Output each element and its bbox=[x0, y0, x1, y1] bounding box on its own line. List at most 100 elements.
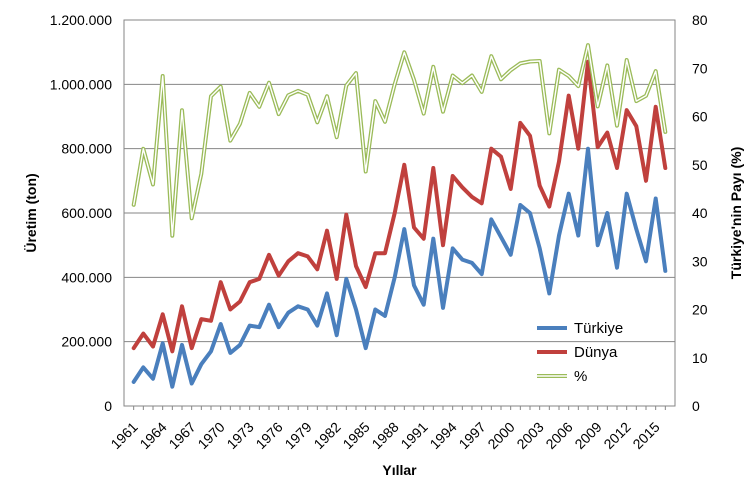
series-line-inner bbox=[132, 44, 666, 237]
data-point bbox=[306, 93, 310, 97]
data-point bbox=[325, 229, 329, 233]
x-tick-label: 2015 bbox=[629, 419, 662, 452]
data-point bbox=[180, 108, 184, 112]
data-point bbox=[170, 349, 174, 353]
data-point bbox=[199, 172, 203, 176]
data-point bbox=[286, 93, 290, 97]
data-point bbox=[634, 124, 638, 128]
series-layer bbox=[131, 43, 668, 389]
y-tick-label: 800.000 bbox=[61, 141, 112, 157]
data-point bbox=[615, 124, 619, 128]
data-point bbox=[460, 81, 464, 85]
y2-axis-title: Türkiye'nin Payı (%) bbox=[728, 147, 744, 279]
data-point bbox=[325, 94, 329, 98]
data-point bbox=[199, 362, 203, 366]
data-point bbox=[412, 225, 416, 229]
y-tick-label: 400.000 bbox=[61, 269, 112, 285]
data-point bbox=[576, 147, 580, 151]
data-point bbox=[518, 121, 522, 125]
data-point bbox=[625, 192, 629, 196]
data-point bbox=[509, 68, 513, 72]
data-point bbox=[634, 227, 638, 231]
data-point bbox=[373, 99, 377, 103]
y-tick-label: 600.000 bbox=[61, 205, 112, 221]
data-point bbox=[567, 74, 571, 78]
data-point bbox=[663, 269, 667, 273]
data-point bbox=[470, 73, 474, 77]
legend-label: % bbox=[574, 368, 587, 385]
series-türkiye bbox=[131, 146, 668, 389]
data-point bbox=[451, 174, 455, 178]
data-point bbox=[538, 246, 542, 250]
data-point bbox=[286, 259, 290, 263]
y-tick-label: 200.000 bbox=[61, 334, 112, 350]
y2-tick-label: 70 bbox=[692, 60, 708, 76]
data-point bbox=[547, 131, 551, 135]
series-dünya bbox=[131, 59, 668, 354]
data-point bbox=[499, 235, 503, 239]
data-point bbox=[402, 163, 406, 167]
data-point bbox=[431, 237, 435, 241]
data-point bbox=[180, 343, 184, 347]
data-point bbox=[528, 134, 532, 138]
data-point bbox=[277, 112, 281, 116]
data-point bbox=[509, 187, 513, 191]
data-point bbox=[161, 74, 165, 78]
data-point bbox=[219, 85, 223, 89]
data-point bbox=[344, 277, 348, 281]
data-point bbox=[373, 308, 377, 312]
x-tick-label: 2006 bbox=[542, 419, 575, 452]
data-point bbox=[402, 227, 406, 231]
data-point bbox=[586, 43, 590, 47]
data-point bbox=[615, 266, 619, 270]
data-point bbox=[335, 277, 339, 281]
data-point bbox=[412, 78, 416, 82]
y2-tick-label: 60 bbox=[692, 109, 708, 125]
data-point bbox=[364, 170, 368, 174]
data-point bbox=[228, 351, 232, 355]
data-point bbox=[315, 120, 319, 124]
data-point bbox=[373, 251, 377, 255]
data-point bbox=[344, 84, 348, 88]
data-point bbox=[141, 147, 145, 151]
data-point bbox=[219, 322, 223, 326]
data-point bbox=[596, 243, 600, 247]
data-point bbox=[132, 380, 136, 384]
data-point bbox=[199, 317, 203, 321]
legend-item: Türkiye bbox=[537, 320, 623, 337]
left-axis-ticks: 0 200.000 400.000 600.000 800.000 1.000.000 1.… bbox=[50, 12, 113, 414]
x-tick-label: 2009 bbox=[571, 419, 604, 452]
data-point bbox=[412, 283, 416, 287]
data-point bbox=[238, 343, 242, 347]
data-point bbox=[190, 216, 194, 220]
y-tick-label: 0 bbox=[104, 398, 112, 414]
y-tick-label: 1.000.000 bbox=[50, 76, 112, 92]
data-point bbox=[567, 94, 571, 98]
data-point bbox=[470, 261, 474, 265]
data-point bbox=[286, 311, 290, 315]
data-point bbox=[422, 112, 426, 116]
gridlines bbox=[124, 83, 675, 343]
data-point bbox=[615, 166, 619, 170]
data-point bbox=[460, 258, 464, 262]
data-point bbox=[335, 333, 339, 337]
data-point bbox=[509, 253, 513, 257]
x-tick-label: 1985 bbox=[339, 419, 372, 452]
data-point bbox=[277, 274, 281, 278]
data-point bbox=[219, 280, 223, 284]
data-point bbox=[267, 81, 271, 85]
data-point bbox=[528, 59, 532, 63]
data-point bbox=[431, 166, 435, 170]
data-point bbox=[644, 179, 648, 183]
data-point bbox=[151, 344, 155, 348]
data-point bbox=[190, 381, 194, 385]
legend-item: Dünya bbox=[537, 344, 618, 361]
data-point bbox=[151, 377, 155, 381]
y2-tick-label: 20 bbox=[692, 302, 708, 318]
data-point bbox=[489, 147, 493, 151]
data-point bbox=[238, 122, 242, 126]
y2-tick-label: 50 bbox=[692, 157, 708, 173]
data-point bbox=[441, 306, 445, 310]
data-point bbox=[306, 254, 310, 258]
